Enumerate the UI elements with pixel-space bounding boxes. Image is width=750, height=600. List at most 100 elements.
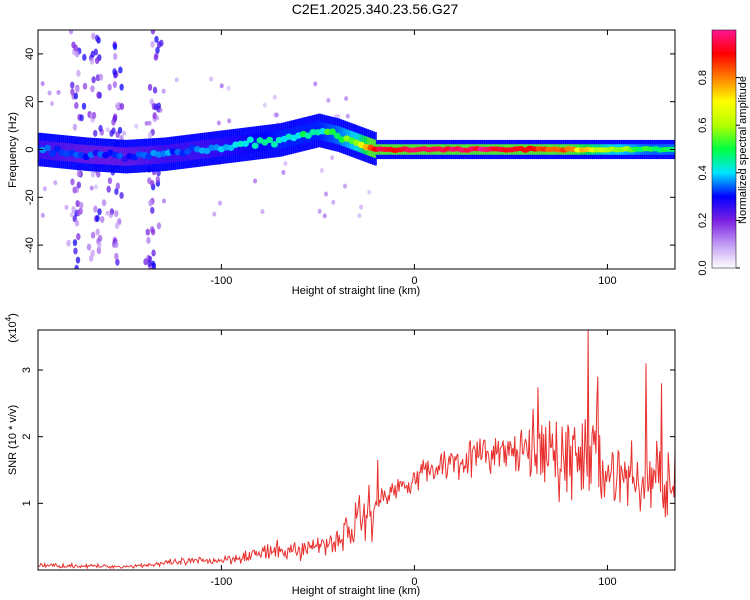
noise-cell [274, 112, 279, 118]
noise-cell [106, 185, 111, 193]
noise-cell [71, 206, 76, 214]
noise-cell [86, 243, 92, 251]
noise-cell [313, 81, 318, 87]
noise-cell [209, 76, 214, 82]
noise-cell [97, 208, 102, 216]
noise-cell [98, 73, 104, 81]
colorbar: 0.0 0.2 0.4 0.6 0.8 Normalized spectral ampl… [697, 29, 749, 276]
noise-cell [359, 204, 364, 210]
snr-y-tick-label: 3 [21, 367, 33, 373]
spectrogram-marks [38, 30, 675, 269]
noise-cell [101, 199, 107, 207]
noise-cell [260, 209, 265, 215]
ridge-core [246, 136, 254, 143]
noise-cell [143, 258, 148, 266]
noise-cell [89, 185, 94, 191]
noise-cell [107, 83, 112, 91]
noise-cell [74, 219, 80, 227]
noise-cell [73, 92, 79, 100]
spectrogram-y-tick-label: 20 [24, 96, 36, 108]
noise-cell [344, 96, 349, 102]
noise-cell [147, 255, 153, 263]
noise-cell [114, 222, 120, 230]
ridge-band-mid [256, 133, 260, 153]
snr-x-tick-label: 0 [411, 576, 417, 588]
noise-cell [74, 264, 79, 269]
noise-cell [109, 129, 114, 137]
noise-cell [93, 129, 98, 137]
noise-cell [148, 199, 153, 207]
spectrogram-x-tick-label: -100 [210, 275, 232, 287]
noise-cell [357, 213, 362, 219]
noise-cell [253, 178, 258, 184]
noise-cell [91, 111, 97, 119]
snr-plot-area [38, 330, 675, 570]
spectrogram-y-ticks: -40 -20 0 20 40 [24, 48, 675, 253]
snr-x-ticks: -100 0 100 [210, 330, 617, 588]
noise-cell [122, 130, 127, 136]
noise-cell [151, 262, 157, 269]
noise-cell [154, 35, 159, 43]
noise-cell [90, 231, 96, 239]
noise-cell [75, 256, 81, 264]
spectrogram-y-tick-label: -20 [24, 189, 36, 205]
spectrogram-y-tick-label: -40 [24, 237, 36, 253]
ridge-core [145, 153, 153, 160]
noise-cell [119, 191, 124, 199]
noise-cell [76, 69, 81, 77]
spectrogram-x-tick-label: 100 [598, 275, 616, 287]
noise-cell [345, 113, 350, 119]
noise-cell [227, 118, 232, 124]
noise-cell [105, 127, 110, 133]
ridge-band-mid [273, 131, 277, 150]
noise-cell [93, 184, 98, 190]
spectrogram-y-label: Frequency (Hz) [7, 112, 19, 188]
noise-cell [161, 88, 166, 94]
noise-cell [72, 239, 78, 247]
noise-cell [146, 236, 151, 244]
noise-cell [76, 209, 81, 217]
snr-y-tick-label: 1 [21, 500, 33, 506]
snr-y-tick-label: 2 [21, 434, 33, 440]
noise-cell [79, 114, 84, 122]
noise-cell [97, 241, 102, 249]
figure-title: C2E1.2025.340.23.56.G27 [292, 1, 459, 17]
ridge-core [266, 136, 274, 144]
noise-cell [115, 258, 120, 266]
noise-cell [118, 66, 123, 74]
ridge-core [53, 145, 61, 153]
noise-cell [72, 186, 77, 194]
colorbar-label: Normalized spectral amplitude [737, 76, 749, 224]
noise-cell [68, 30, 74, 35]
ridge-core [203, 147, 211, 155]
ridge-band-mid [250, 134, 254, 153]
noise-cell [114, 187, 119, 195]
ridge-core [328, 128, 336, 135]
noise-cell [88, 254, 94, 262]
noise-cell [105, 210, 110, 216]
noise-cell [330, 155, 335, 161]
snr-x-tick-label: 100 [598, 576, 616, 588]
noise-cell [96, 247, 102, 255]
spectrogram-x-ticks: -100 0 100 [210, 30, 617, 287]
noise-cell [326, 97, 331, 103]
noise-cell [159, 39, 164, 47]
noise-cell [147, 120, 152, 126]
noise-cell [78, 201, 84, 209]
noise-cell [93, 205, 98, 213]
colorbar-tick-label: 0.2 [697, 213, 709, 228]
noise-cell [155, 115, 160, 121]
snr-frame [37, 329, 676, 571]
snr-y-multiplier-close: ) [7, 313, 19, 317]
noise-cell [95, 228, 100, 236]
noise-cell [115, 102, 120, 110]
colorbar-tick-label: 0.6 [697, 118, 709, 133]
noise-cell [56, 90, 61, 96]
noise-cell [336, 114, 341, 120]
noise-cell [89, 57, 95, 65]
noise-cell [91, 32, 96, 40]
ridge-core [116, 152, 124, 160]
noise-cell [112, 81, 118, 89]
noise-cell [90, 170, 96, 178]
